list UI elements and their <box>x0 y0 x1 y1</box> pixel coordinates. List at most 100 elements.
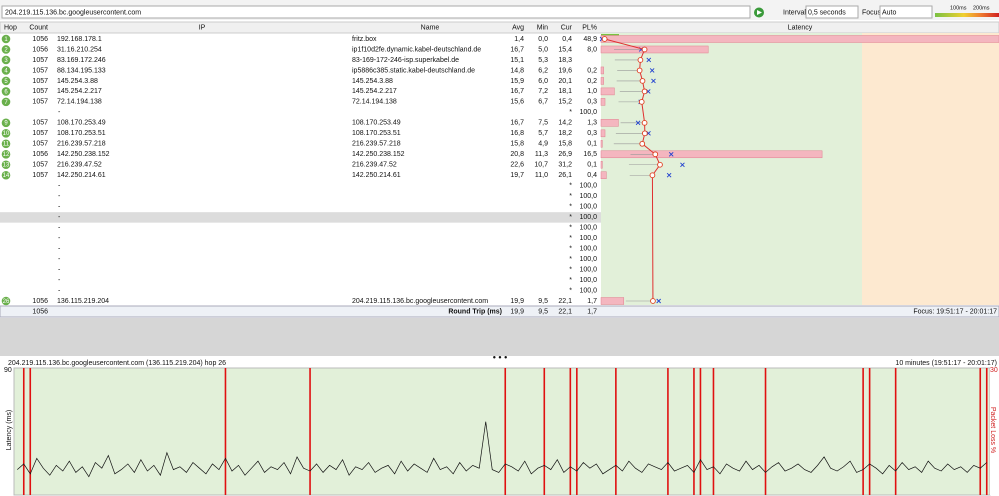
focus-value: Auto <box>882 9 897 16</box>
cell-cur: * <box>569 193 572 200</box>
loss-bar <box>600 66 604 75</box>
cell-pl: 0,4 <box>587 172 597 179</box>
cell-cur: 18,3 <box>558 57 572 64</box>
address-box[interactable] <box>1 5 751 19</box>
color-scale <box>935 13 999 17</box>
cell-pl: 100,0 <box>579 245 597 252</box>
summary-cur: 22,1 <box>558 308 572 315</box>
cell-pl: 100,0 <box>579 287 597 294</box>
interval-select[interactable] <box>805 5 859 19</box>
cell-avg: 16,7 <box>510 46 524 53</box>
cur-mark <box>656 298 661 304</box>
column-header: Name <box>421 24 440 31</box>
cell-pl: 0,1 <box>587 141 597 148</box>
column-header: Count <box>29 24 48 31</box>
cell-ip: 88.134.195.133 <box>57 67 106 74</box>
cell-pl: 0,3 <box>587 130 597 137</box>
hop-badge <box>1 149 11 159</box>
cell-cur: * <box>569 277 572 284</box>
hop: 14 <box>3 173 10 179</box>
address: 204.219.115.136.bc.googleusercontent.com <box>5 9 141 16</box>
cell-name: 72.14.194.138 <box>352 99 397 106</box>
cell-ip: - <box>58 224 61 231</box>
avg-point <box>657 161 663 168</box>
cell-avg: 19,9 <box>510 298 524 305</box>
column-header: IP <box>199 24 206 31</box>
cell-count: 1057 <box>32 99 48 106</box>
cur-mark <box>651 78 656 84</box>
cell-min: 6,2 <box>538 67 548 74</box>
cell-name: 142.250.238.152 <box>352 151 405 158</box>
cell-cur: 26,1 <box>558 172 572 179</box>
cell-min: 10,7 <box>534 162 548 169</box>
cell-ip: - <box>58 266 61 273</box>
cell-ip: - <box>58 214 61 221</box>
hop-badge <box>1 118 11 128</box>
cell-pl: 8,0 <box>587 46 597 53</box>
cell-name: ip5886c385.static.kabel-deutschland.de <box>352 67 475 74</box>
y2-label: Packet Loss % <box>989 407 996 453</box>
cell-cur: * <box>569 224 572 231</box>
cell-cur: 22,1 <box>558 298 572 305</box>
summary-focus: Focus: 19:51:17 - 20:01:17 <box>913 308 997 315</box>
cell-count: 1057 <box>32 67 48 74</box>
header-row <box>0 21 999 34</box>
cell-avg: 22,6 <box>510 162 524 169</box>
cell-min: 11,3 <box>535 151 548 158</box>
cell-avg: 15,6 <box>510 99 524 106</box>
focus-select[interactable] <box>879 5 933 19</box>
hop-badge <box>1 55 11 65</box>
cell-ip: 136.115.219.204 <box>57 298 109 305</box>
grip[interactable]: • • • <box>493 352 507 362</box>
column-header: PL% <box>582 24 597 31</box>
loss-bar <box>600 297 625 305</box>
cell-ip: - <box>58 193 61 200</box>
avg-point <box>638 99 645 105</box>
cell-ip: 72.14.194.138 <box>57 99 102 106</box>
cell-count: 1057 <box>32 141 48 148</box>
cell-ip: 31.16.210.254 <box>57 46 102 53</box>
cell-cur: 15,4 <box>558 46 572 53</box>
loss-bar <box>600 87 615 96</box>
scale-label: 200ms <box>973 5 990 11</box>
cell-pl: 100,0 <box>579 204 597 211</box>
cell-cur: 18,1 <box>558 88 572 95</box>
cell-count: 1057 <box>32 57 48 64</box>
good-zone <box>601 33 862 305</box>
cell-name: 204.219.115.136.bc.googleusercontent.com <box>352 298 488 305</box>
hop: 11 <box>3 142 10 148</box>
interval-value: 0,5 seconds <box>808 9 846 16</box>
cell-pl: 0,2 <box>587 67 597 74</box>
hop-badge <box>1 160 11 170</box>
cell-count: 1056 <box>32 46 48 53</box>
cell-avg: 16,7 <box>510 120 524 127</box>
cell-ip: 83.169.172.246 <box>57 57 106 64</box>
summary-pl: 1,7 <box>587 308 597 315</box>
avg-point <box>639 78 646 84</box>
cell-ip: - <box>58 109 61 116</box>
cell-min: 4,9 <box>538 141 548 148</box>
cell-pl: 100,0 <box>579 235 597 242</box>
hop: 2 <box>4 47 8 53</box>
y-label: Latency (ms) <box>6 410 13 450</box>
hop: 13 <box>3 163 10 169</box>
column-header: Hop <box>4 24 17 31</box>
hop: 26 <box>3 299 10 305</box>
cur-mark <box>646 57 652 63</box>
hop-badge <box>1 170 11 180</box>
cell-pl: 1,0 <box>587 88 597 95</box>
cell-count: 1057 <box>32 172 48 179</box>
graph-range: 10 minutes (19:51:17 - 20:01:17) <box>895 360 997 367</box>
loss-bar <box>600 161 603 169</box>
loss-bar <box>600 45 709 54</box>
cell-count: 1057 <box>32 130 48 137</box>
avg-point <box>641 130 648 137</box>
cell-name: 145.254.3.88 <box>352 78 393 85</box>
cell-cur: 15,8 <box>558 141 572 148</box>
hop: 6 <box>4 89 8 95</box>
scale-label: 100ms <box>950 5 967 11</box>
cell-name: fritz.box <box>352 36 377 43</box>
cell-cur: * <box>569 256 572 263</box>
cell-avg: 1,4 <box>514 36 524 43</box>
